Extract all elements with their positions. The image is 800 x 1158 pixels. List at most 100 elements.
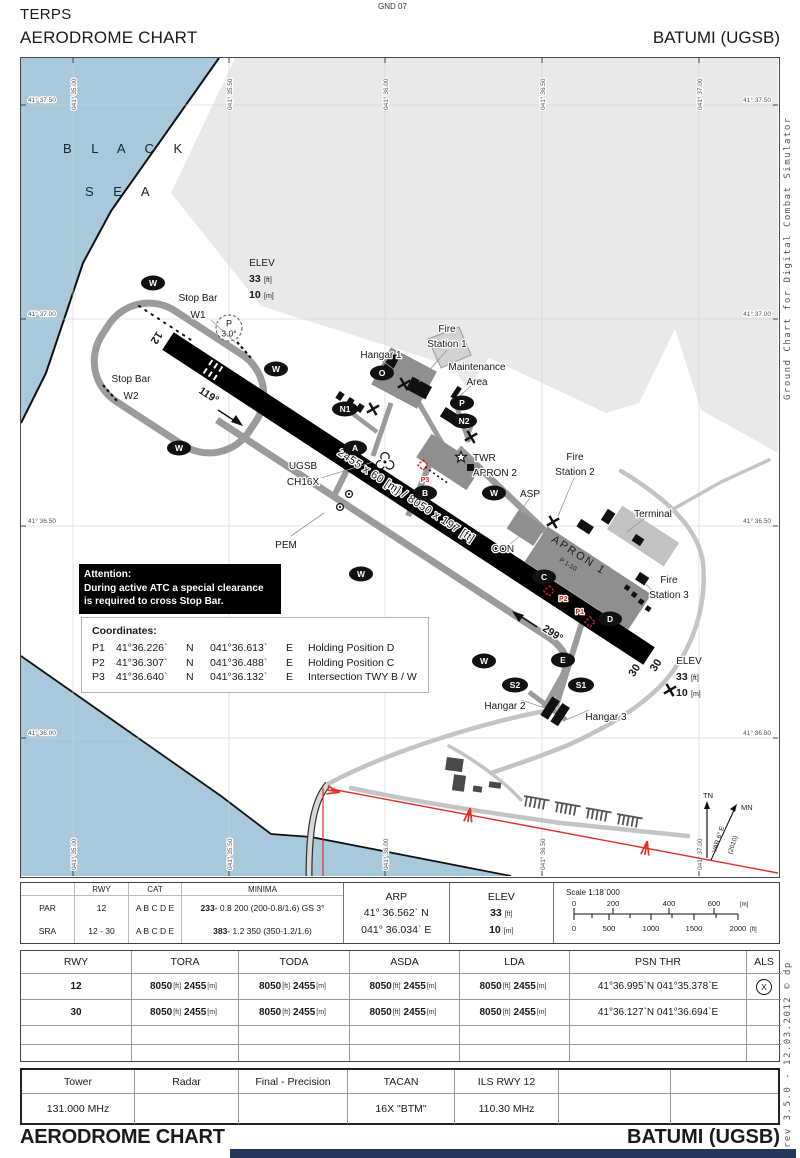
approach-centerline <box>322 785 778 876</box>
border-ticks <box>21 58 778 876</box>
holding-p3-label: P3 <box>421 477 430 484</box>
holding-p2-label: P2 <box>559 596 568 603</box>
svg-text:1500: 1500 <box>686 924 703 933</box>
svg-text:Station 1: Station 1 <box>427 339 467 350</box>
svg-text:ELEV: ELEV <box>249 258 275 269</box>
svg-text:3.0°: 3.0° <box>221 329 236 339</box>
twy-W: W <box>149 278 158 288</box>
minima-value: 233 - 0.8 200 (200-0.8/1.6) GS 3° <box>181 896 343 920</box>
minima-table: RWY CAT MINIMA PAR 12 A B C D E 233 - 0.… <box>21 883 343 943</box>
side-note-attribution: Ground Chart for Digital Combat Simulato… <box>783 116 793 400</box>
coordinates-title: Coordinates: <box>92 625 157 637</box>
twy-D: D <box>607 614 613 624</box>
svg-text:MN: MN <box>741 803 753 812</box>
sea-name-line2: S E A <box>85 184 158 199</box>
svg-text:[m]: [m] <box>740 902 749 908</box>
svg-text:1000: 1000 <box>643 924 660 933</box>
runway-30-number: 30 <box>626 662 643 679</box>
svg-text:[ft]: [ft] <box>750 927 757 933</box>
pem-label: PEM <box>275 540 297 551</box>
land-area <box>171 58 778 453</box>
light-symbols <box>336 490 354 512</box>
svg-text:Area: Area <box>466 377 488 388</box>
runway-12-number: 12 <box>148 329 165 346</box>
elevation-se: ELEV 33 [ft] 10 [m] <box>675 655 704 701</box>
elevation-nw: ELEV 33 [ft] 10 [m] <box>249 258 275 301</box>
terminal-building <box>606 505 680 567</box>
lat-label: 41° 36.50 <box>743 517 771 525</box>
twy-S1: S1 <box>576 680 587 690</box>
leader-lines <box>210 319 662 721</box>
roads <box>325 458 771 839</box>
lda-30: 8050 [ft] 2455 [m] <box>459 999 569 1025</box>
svg-text:Station 3: Station 3 <box>649 590 689 601</box>
lon-label: 041° 36.50 <box>539 838 547 870</box>
latitude-labels: 41° 37.50 41° 37.00 41° 36.50 41° 36.00 … <box>27 95 773 739</box>
apron2-label: APRON 2 <box>473 468 517 479</box>
holding-p1-diamond <box>583 615 597 629</box>
minima-info-strip: RWY CAT MINIMA PAR 12 A B C D E 233 - 0.… <box>20 882 780 944</box>
tacan-symbol <box>375 452 395 470</box>
lon-label: 041° 36.50 <box>539 78 547 110</box>
doc-type: TERPS <box>20 6 72 23</box>
lda-12: 8050 [ft] 2455 [m] <box>459 973 569 999</box>
attention-note: Attention: During active ATC a special c… <box>79 564 281 614</box>
svg-text:Fire: Fire <box>660 575 678 586</box>
svg-text:200: 200 <box>607 899 620 908</box>
scale-label: Scale 1:18`000 <box>566 888 620 897</box>
svg-text:[m]: [m] <box>691 691 701 698</box>
svg-text:Station 2: Station 2 <box>555 467 595 478</box>
svg-text:0: 0 <box>572 899 576 908</box>
arp-section: ARP 41° 36.562` N 041° 36.034` E <box>343 883 449 943</box>
lon-label: 041° 37.00 <box>696 78 704 110</box>
svg-text:10: 10 <box>676 687 688 699</box>
svg-text:ELEV: ELEV <box>676 656 702 667</box>
svg-text:P: P <box>226 319 232 329</box>
asda-30: 8050 [ft] 2455 [m] <box>349 999 459 1025</box>
svg-text:W1: W1 <box>191 310 206 321</box>
psn-thr-12: 41°36.995`N 041°35.378`E <box>569 973 746 999</box>
asp-label: ASP <box>520 489 540 500</box>
longitude-labels: 041° 35.00 041° 35.50 041° 36.00 041° 36… <box>69 77 706 872</box>
svg-text:Maintenance: Maintenance <box>448 362 506 373</box>
svg-text:600: 600 <box>708 899 721 908</box>
lon-label: 041° 35.00 <box>70 838 78 870</box>
svg-text:W2: W2 <box>124 391 139 402</box>
als-circled-x: X <box>756 978 772 995</box>
scale-bar: 0 200 400 600 [m] 0 500 1000 1500 2000 [… <box>572 899 757 933</box>
coordinate-row: P1 41°36.226` N 041°36.613` E Holding Positio… <box>92 642 395 654</box>
tower-star-icon <box>453 450 469 464</box>
lon-label: 041° 36.00 <box>382 838 390 870</box>
footer-chart-title: AERODROME CHART <box>20 1126 225 1148</box>
coordinate-row: P2 41°36.307` N 041°36.488` E Holding Positio… <box>92 656 395 669</box>
con-label: CON <box>492 544 514 555</box>
svg-text:2000: 2000 <box>730 924 747 933</box>
twy-A: A <box>352 443 358 453</box>
hangar2-label: Hangar 2 <box>484 701 526 712</box>
maintenance-area-shape <box>427 326 472 369</box>
svg-text:Stop Bar: Stop Bar <box>112 374 152 385</box>
svg-text:Fire: Fire <box>566 452 584 463</box>
twy-W: W <box>357 569 366 579</box>
sea-name-line1: B L A C K <box>63 141 190 156</box>
runway-declared-distances-table: RWY TORA TODA ASDA LDA PSN THR ALS 12 80… <box>20 950 781 1062</box>
svg-text:Fire: Fire <box>438 324 456 335</box>
taxiway-markers: O N1 P N2 A B C D E S1 S2 W W W W W W <box>141 275 622 693</box>
runway-mid-marker <box>389 483 403 497</box>
stop-bars <box>102 305 450 485</box>
page-title: AERODROME CHART <box>20 28 198 47</box>
svg-text:400: 400 <box>663 899 676 908</box>
terminal-label: Terminal <box>634 509 672 520</box>
approach-lights <box>523 795 643 828</box>
twy-W: W <box>490 488 499 498</box>
toda-12: 8050 [ft] 2455 [m] <box>238 973 349 999</box>
tacan-ident: UGSB <box>289 461 318 472</box>
airport-name-header: BATUMI (UGSB) <box>652 28 780 47</box>
twy-S2: S2 <box>510 680 521 690</box>
als-12: X <box>746 973 781 999</box>
svg-text:Stop Bar: Stop Bar <box>179 293 219 304</box>
svg-text:[ft]: [ft] <box>691 675 699 682</box>
hangar-pads <box>540 696 570 727</box>
graticule <box>21 58 778 876</box>
sea-area <box>21 58 512 876</box>
